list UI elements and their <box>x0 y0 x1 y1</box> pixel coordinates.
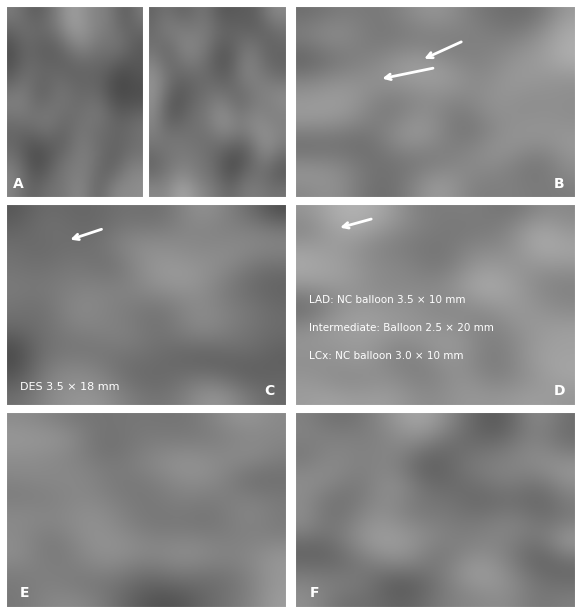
Text: E: E <box>20 586 29 600</box>
Text: D: D <box>553 384 565 398</box>
Text: F: F <box>309 586 319 600</box>
Text: Intermediate: Balloon 2.5 × 20 mm: Intermediate: Balloon 2.5 × 20 mm <box>309 323 494 333</box>
Text: LCx: NC balloon 3.0 × 10 mm: LCx: NC balloon 3.0 × 10 mm <box>309 351 464 362</box>
Text: C: C <box>264 384 275 398</box>
Text: B: B <box>553 177 565 190</box>
Text: DES 3.5 × 18 mm: DES 3.5 × 18 mm <box>20 382 119 392</box>
Text: A: A <box>13 177 23 190</box>
Text: LAD: NC balloon 3.5 × 10 mm: LAD: NC balloon 3.5 × 10 mm <box>309 295 466 305</box>
